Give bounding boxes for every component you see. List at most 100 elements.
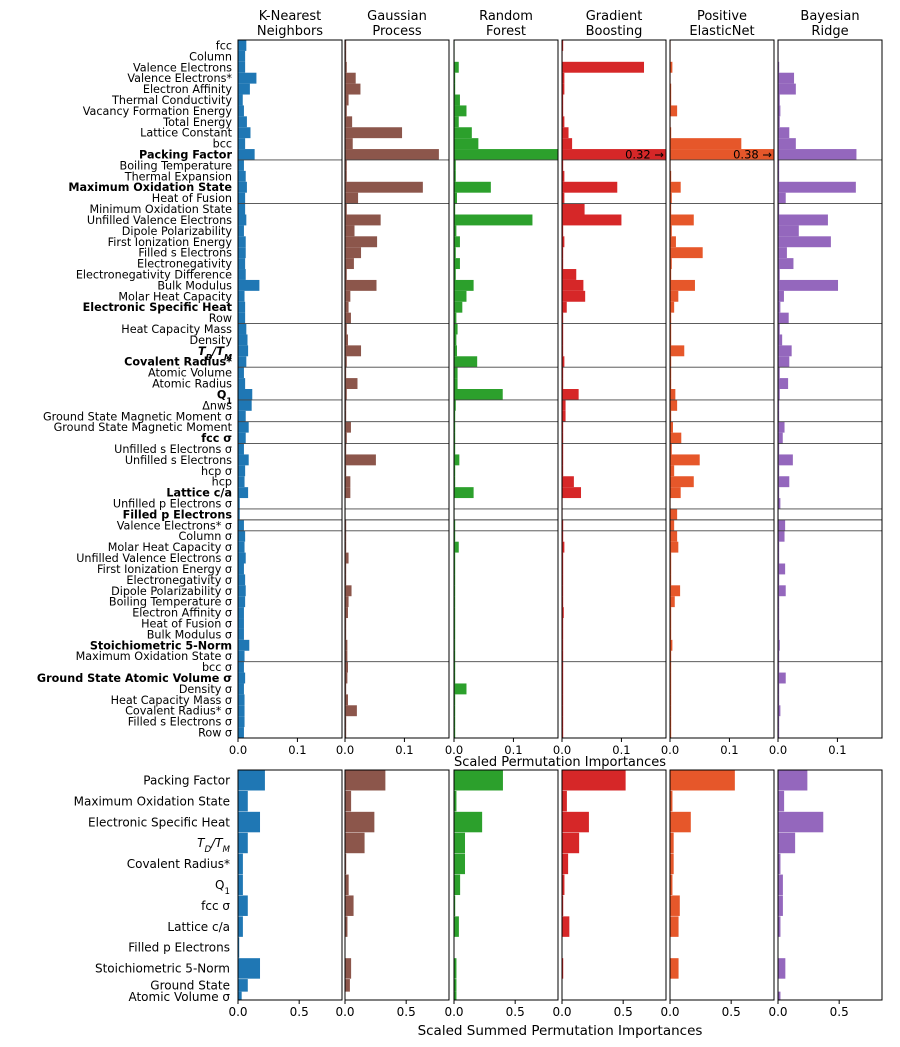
bar (345, 672, 348, 684)
bar (778, 214, 828, 226)
bar (562, 127, 569, 139)
bar (562, 574, 564, 586)
bar (238, 138, 246, 150)
bar (238, 72, 257, 84)
bar (238, 705, 245, 717)
bar (345, 290, 351, 302)
feature-label: Vacancy Formation Energy (83, 105, 233, 118)
bar (778, 159, 780, 171)
bar (562, 378, 564, 389)
bar (454, 563, 456, 575)
summed-bar (345, 916, 348, 937)
x-tick-label: 0.1 (612, 743, 630, 757)
bar (778, 465, 780, 477)
bar (670, 694, 672, 706)
bar (778, 552, 780, 564)
summed-bar (562, 811, 589, 833)
summed-bar (778, 895, 783, 916)
bar (778, 672, 786, 684)
bar (778, 443, 780, 455)
panel-frame (561, 769, 667, 1001)
bar (238, 50, 246, 62)
bar (238, 149, 255, 160)
top-xlabel: Scaled Permutation Importances (454, 755, 666, 770)
bar (562, 236, 565, 248)
bar (238, 378, 246, 389)
bar (238, 421, 249, 433)
bar (238, 301, 246, 313)
bar (454, 465, 456, 477)
bar (562, 258, 564, 270)
bar (562, 705, 564, 717)
bar (238, 574, 246, 586)
summed-bar (670, 874, 673, 896)
bar (238, 389, 253, 400)
bar (562, 541, 565, 553)
bar (670, 399, 678, 411)
bar (238, 40, 247, 51)
feature-label: Minimum Oxidation State (90, 203, 233, 216)
bar (238, 487, 249, 499)
summed-bar (238, 937, 240, 958)
bar (778, 487, 780, 499)
bar (454, 596, 456, 608)
bar (454, 356, 478, 368)
x-tick-label: 0.1 (828, 743, 846, 757)
bar (670, 192, 672, 204)
bar (670, 639, 673, 651)
bar (238, 661, 244, 673)
bar (345, 607, 348, 619)
feature-label: Lattice Constant (140, 127, 232, 140)
x-tick-label: 0.1 (720, 743, 738, 757)
bar (345, 650, 348, 662)
bar (778, 694, 780, 706)
bar (238, 159, 244, 171)
feature-label: Density σ (179, 683, 232, 696)
feature-label: Atomic Volume (148, 367, 232, 380)
bar (670, 170, 672, 182)
bar (454, 323, 458, 335)
summed-bar (562, 790, 567, 812)
bar (562, 421, 564, 433)
summed-feature-label: Lattice c/a (167, 920, 230, 934)
top-panel: 0.0 0.1 (336, 39, 450, 757)
x-tick-label: 0.5 (506, 1005, 525, 1019)
bar (454, 650, 456, 662)
bar (670, 312, 672, 324)
bar (345, 181, 423, 193)
feature-label: Total Energy (162, 116, 232, 129)
bar (778, 541, 780, 553)
bar (454, 345, 457, 357)
bar (562, 727, 564, 738)
feature-label: Unfilled Valence Electrons σ (76, 552, 232, 565)
bar (238, 323, 247, 335)
bar (670, 378, 672, 389)
bar (238, 116, 247, 128)
bar (778, 225, 799, 237)
bar (562, 432, 564, 444)
bar (454, 727, 456, 738)
bar (562, 628, 564, 640)
bar (345, 225, 355, 237)
bar (345, 683, 347, 695)
summed-bar (454, 811, 483, 833)
feature-label: Valence Electrons* (127, 72, 232, 85)
bar (345, 356, 347, 368)
summed-feature-label: Electronic Specific Heat (88, 815, 230, 829)
bar (562, 552, 564, 564)
bar (562, 83, 565, 95)
summed-feature-label: Covalent Radius* (127, 857, 230, 871)
bar (238, 552, 246, 564)
feature-label: Electron Affinity (143, 83, 232, 96)
bar (562, 94, 564, 106)
bar (454, 290, 467, 302)
model-title-line: Positive (697, 9, 747, 24)
bar (670, 705, 672, 717)
summed-feature-label: Filled p Electrons (128, 941, 230, 955)
summed-bar (345, 811, 375, 833)
bar (238, 639, 250, 651)
summed-bar (454, 991, 457, 1000)
summed-bar (454, 958, 457, 979)
bar (562, 138, 573, 150)
bar (670, 356, 672, 368)
